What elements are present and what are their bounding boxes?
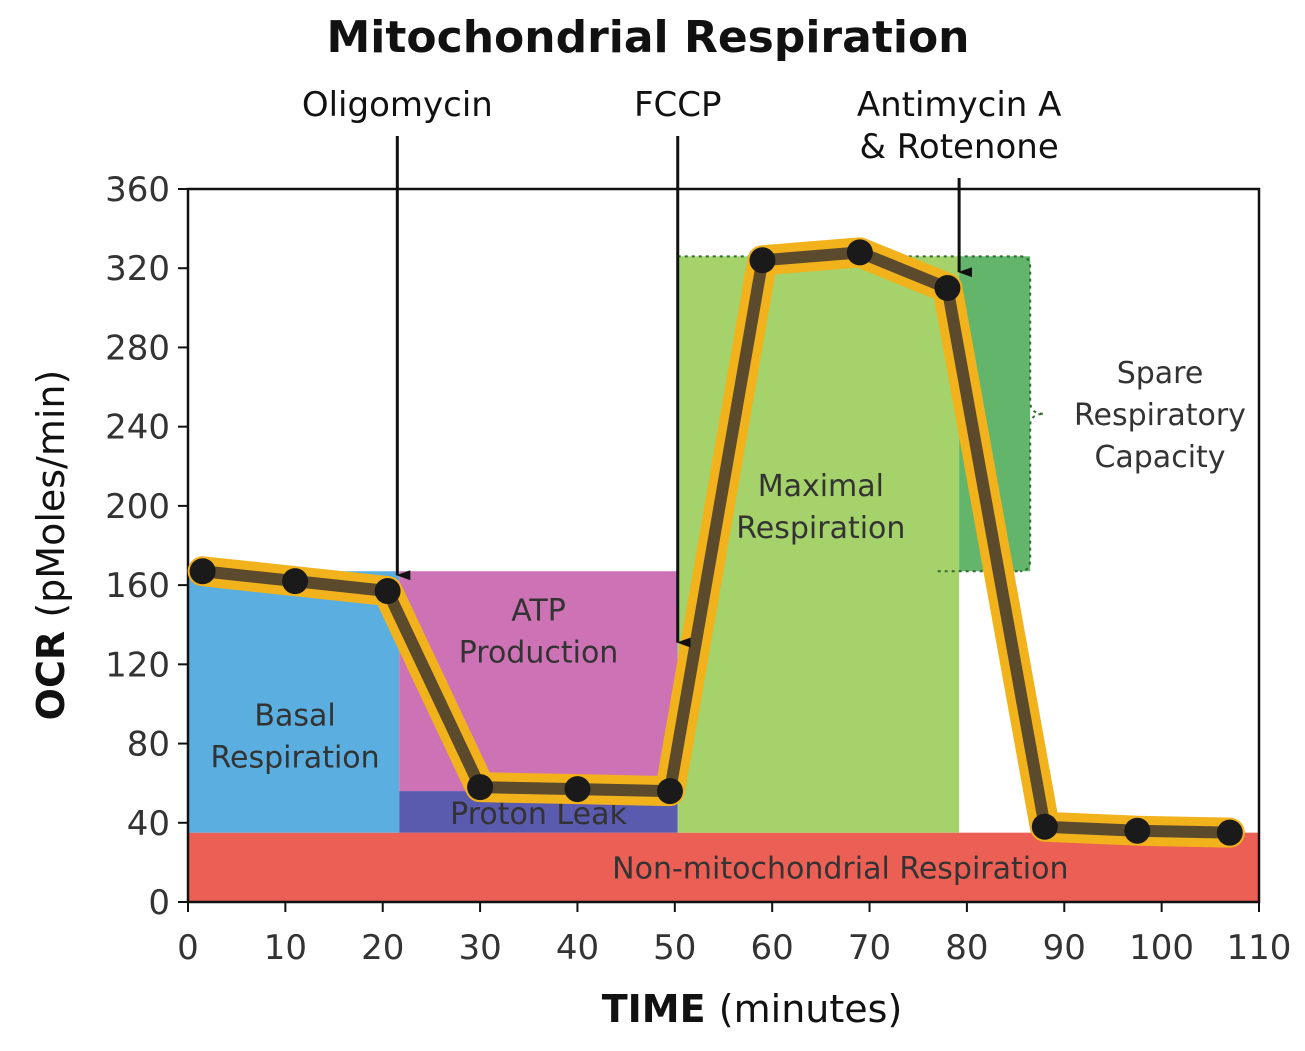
region-label-maximal-respiration: Maximal Respiration [736,469,905,546]
region-label-maximal-respiration-line: Maximal [758,469,884,504]
region-label-atp-production: ATP Production [459,594,619,671]
y-tick-label: 40 [127,804,170,844]
y-axis-label-unit: (pMoles/min) [29,370,73,618]
spare-respiratory-capacity-label: Spare Respiratory Capacity [1074,356,1246,475]
series-layer [187,237,1245,848]
y-tick-label: 320 [105,249,170,289]
region-label-atp-production-line: ATP [511,594,566,629]
region-basal-respiration [188,571,400,833]
data-point [467,774,494,801]
injection-label: Antimycin A & Rotenone [857,85,1062,167]
data-point [374,578,401,605]
y-tick-label: 240 [105,408,170,448]
axis-labels-layer: TIME (minutes) OCR (pMoles/min) [29,370,902,1031]
y-axis-label: OCR (pMoles/min) [29,370,73,721]
data-point [934,275,961,302]
spare-respiratory-capacity-label-line: Spare [1117,356,1204,391]
region-label-non-mitochondrial-respiration-line: Non-mitochondrial Respiration [612,851,1068,886]
x-tick-label: 110 [1227,928,1292,968]
x-axis-label: TIME (minutes) [602,987,903,1031]
x-axis-label-bold: TIME [602,987,719,1031]
y-tick-label: 280 [105,328,170,368]
x-tick-label: 50 [653,928,696,968]
region-label-basal-respiration-line: Respiration [211,741,380,776]
y-axis-label-bold: OCR [29,618,73,721]
x-tick-label: 30 [458,928,501,968]
x-tick-label: 0 [177,928,199,968]
region-label-maximal-respiration-line: Respiration [736,511,905,546]
data-point [564,776,591,803]
x-tick-label: 90 [1043,928,1086,968]
injection-label-line: & Rotenone [859,127,1058,167]
injection-layer: Oligomycin FCCP Antimycin A & Rotenone [302,85,1062,648]
y-tick-label: 360 [105,170,170,210]
data-point [282,568,309,595]
region-label-basal-respiration: Basal Respiration [211,699,380,776]
injection-label-line: Antimycin A [857,85,1062,125]
x-tick-label: 70 [848,928,891,968]
data-point [656,778,683,805]
x-tick-label: 20 [361,928,404,968]
data-point [1031,813,1058,840]
y-tick-label: 160 [105,566,170,606]
axes-layer: 0 40 80 120 160 200 240 280 320 360 0 10 20 30 40 50 60 7… [105,170,1291,968]
region-label-atp-production-line: Production [459,636,619,671]
spare-respiratory-capacity-label-line: Capacity [1094,440,1225,475]
region-non-mitochondrial-respiration [188,832,1259,902]
injection-label-line: FCCP [634,85,722,125]
x-tick-label: 10 [264,928,307,968]
x-tick-label: 80 [945,928,988,968]
spare-capacity-layer: Spare Respiratory Capacity [677,255,1246,573]
y-tick-label: 120 [105,645,170,685]
y-tick-label: 200 [105,487,170,527]
data-point [189,558,216,585]
data-point [1124,817,1151,844]
x-tick-label: 100 [1129,928,1194,968]
y-tick-label: 80 [127,725,170,765]
region-label-non-mitochondrial-respiration: Non-mitochondrial Respiration [612,851,1068,886]
series-line [196,246,1236,839]
y-tick-label: 0 [148,883,170,923]
x-tick-label: 40 [556,928,599,968]
injection-label: FCCP [634,85,722,125]
data-point [846,239,873,266]
injection-label-line: Oligomycin [302,85,493,125]
spare-capacity-brace [1020,255,1045,573]
spare-respiratory-capacity-label-line: Respiratory [1074,398,1246,433]
x-axis-label-unit: (minutes) [719,987,902,1031]
plot-frame [186,187,1261,904]
data-point [1216,819,1243,846]
x-tick-label: 60 [751,928,794,968]
injection-label: Oligomycin [302,85,493,125]
data-point [749,247,776,274]
region-label-basal-respiration-line: Basal [254,699,335,734]
chart-title: Mitochondrial Respiration [326,12,969,63]
